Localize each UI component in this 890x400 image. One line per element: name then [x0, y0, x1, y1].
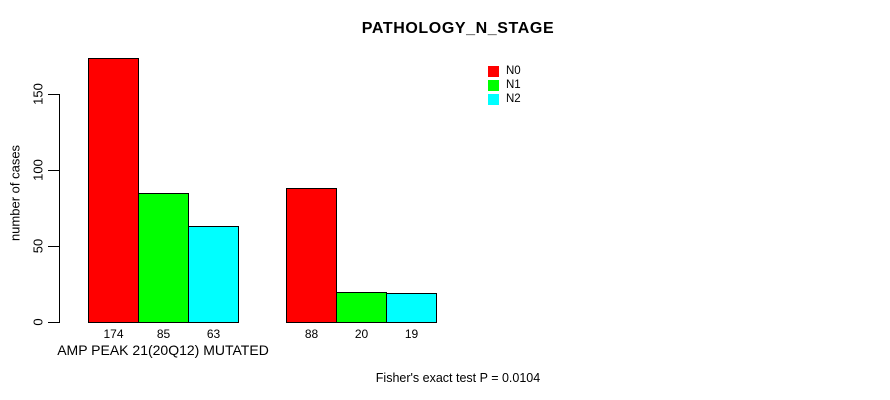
- bar-value-label: 20: [354, 327, 369, 341]
- bar-n1-group1: [138, 193, 189, 323]
- legend-label: N1: [506, 79, 521, 91]
- bar-n1-group2: [336, 292, 387, 323]
- legend-label: N2: [506, 93, 521, 105]
- legend-item-n1: N1: [488, 78, 521, 92]
- y-axis-tick-label: 100: [30, 159, 46, 181]
- legend-swatch-icon: [488, 65, 499, 77]
- legend-label: N0: [506, 65, 521, 77]
- bar-value-label: 85: [156, 327, 171, 341]
- bar-value-label: 19: [404, 327, 419, 341]
- chart-title: PATHOLOGY_N_STAGE: [361, 20, 555, 37]
- bar-n2-group1: [188, 226, 239, 323]
- bar-value-label: 63: [206, 327, 221, 341]
- y-axis-tick: [48, 246, 59, 247]
- y-axis-tick: [48, 322, 59, 323]
- footnote-text: Fisher's exact test P = 0.0104: [375, 371, 541, 385]
- legend-item-n2: N2: [488, 92, 521, 106]
- bar-value-label: 88: [304, 327, 319, 341]
- legend-swatch-icon: [488, 93, 499, 105]
- y-axis-tick-label: 50: [30, 238, 46, 254]
- legend: N0 N1 N2: [488, 64, 521, 106]
- category-label: AMP PEAK 21(20Q12) MUTATED: [57, 342, 269, 358]
- y-axis-tick-label: 0: [30, 318, 46, 326]
- y-axis-label: number of cases: [7, 144, 23, 242]
- y-axis-tick: [48, 94, 59, 95]
- legend-swatch-icon: [488, 79, 499, 91]
- y-axis-tick-label: 150: [30, 83, 46, 105]
- legend-item-n0: N0: [488, 64, 521, 78]
- bar-n2-group2: [386, 293, 437, 323]
- bar-n0-group1: [88, 58, 139, 323]
- bar-value-label: 174: [103, 327, 124, 341]
- y-axis-line: [59, 94, 60, 323]
- bar-n0-group2: [286, 188, 337, 323]
- y-axis-tick: [48, 170, 59, 171]
